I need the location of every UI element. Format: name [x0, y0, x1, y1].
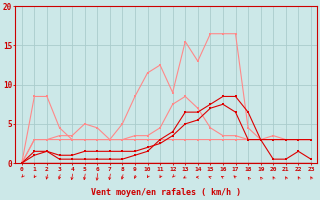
X-axis label: Vent moyen/en rafales ( km/h ): Vent moyen/en rafales ( km/h ) — [92, 188, 241, 197]
